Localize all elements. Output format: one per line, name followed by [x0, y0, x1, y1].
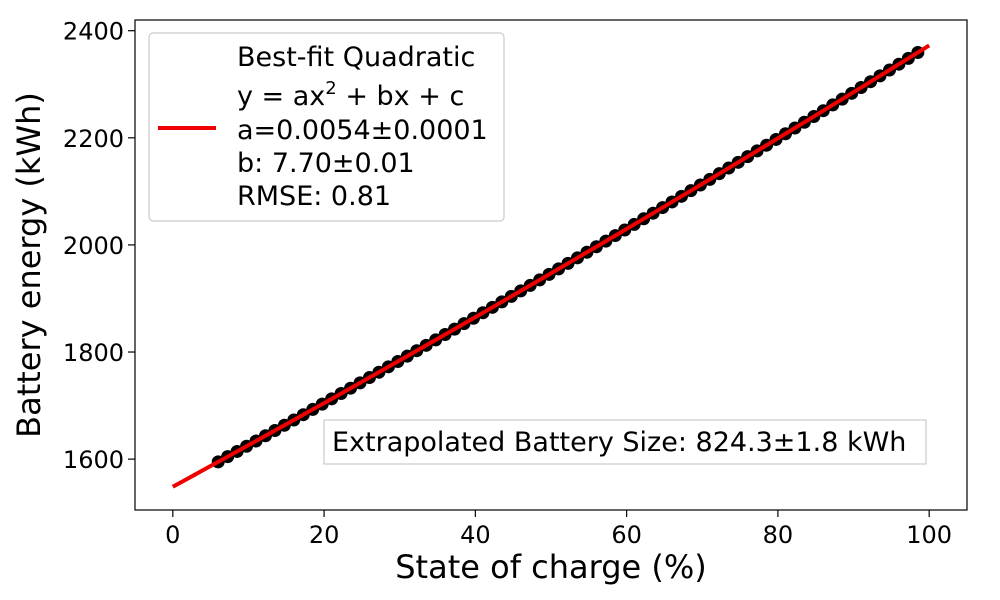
plot-frame	[134, 19, 968, 511]
legend-box	[148, 32, 505, 222]
legend-line3: a=0.0054±0.0001	[237, 115, 488, 146]
y-tick-label: 2200	[63, 125, 124, 153]
legend-line2-suffix: + bx + c	[337, 81, 465, 112]
y-tick-label: 1800	[63, 339, 124, 367]
legend-line1: Best-fit Quadratic	[237, 42, 475, 73]
legend-line4: b: 7.70±0.01	[237, 148, 415, 179]
x-tick-label: 40	[460, 521, 491, 549]
legend-line2: y = ax2 + bx + c	[237, 78, 464, 112]
x-tick-label: 100	[906, 521, 952, 549]
y-tick-label: 2400	[63, 18, 124, 46]
x-tick-label: 60	[611, 521, 642, 549]
y-ticks: 1600 1800 2000 2200 2400	[63, 18, 135, 474]
y-tick-label: 2000	[63, 232, 124, 260]
x-axis-label: State of charge (%)	[395, 548, 707, 586]
legend-line5: RMSE: 0.81	[237, 181, 391, 212]
x-tick-label: 20	[309, 521, 340, 549]
annotation-text: Extrapolated Battery Size: 824.3±1.8 kWh	[332, 427, 906, 458]
x-tick-label: 80	[763, 521, 794, 549]
legend: Best-fit Quadratic y = ax2 + bx + c a=0.…	[148, 32, 505, 222]
fit-line	[171, 43, 931, 489]
legend-line2-prefix: y = ax	[237, 81, 325, 112]
annotation: Extrapolated Battery Size: 824.3±1.8 kWh	[323, 419, 927, 465]
annotation-box	[323, 419, 927, 465]
fit-line-layer	[171, 43, 931, 489]
x-ticks: 0 20 40 60 80 100	[165, 510, 952, 549]
legend-line2-sup: 2	[325, 78, 336, 99]
x-tick-label: 0	[165, 521, 180, 549]
y-tick-label: 1600	[63, 446, 124, 474]
y-axis-label: Battery energy (kWh)	[10, 92, 48, 438]
